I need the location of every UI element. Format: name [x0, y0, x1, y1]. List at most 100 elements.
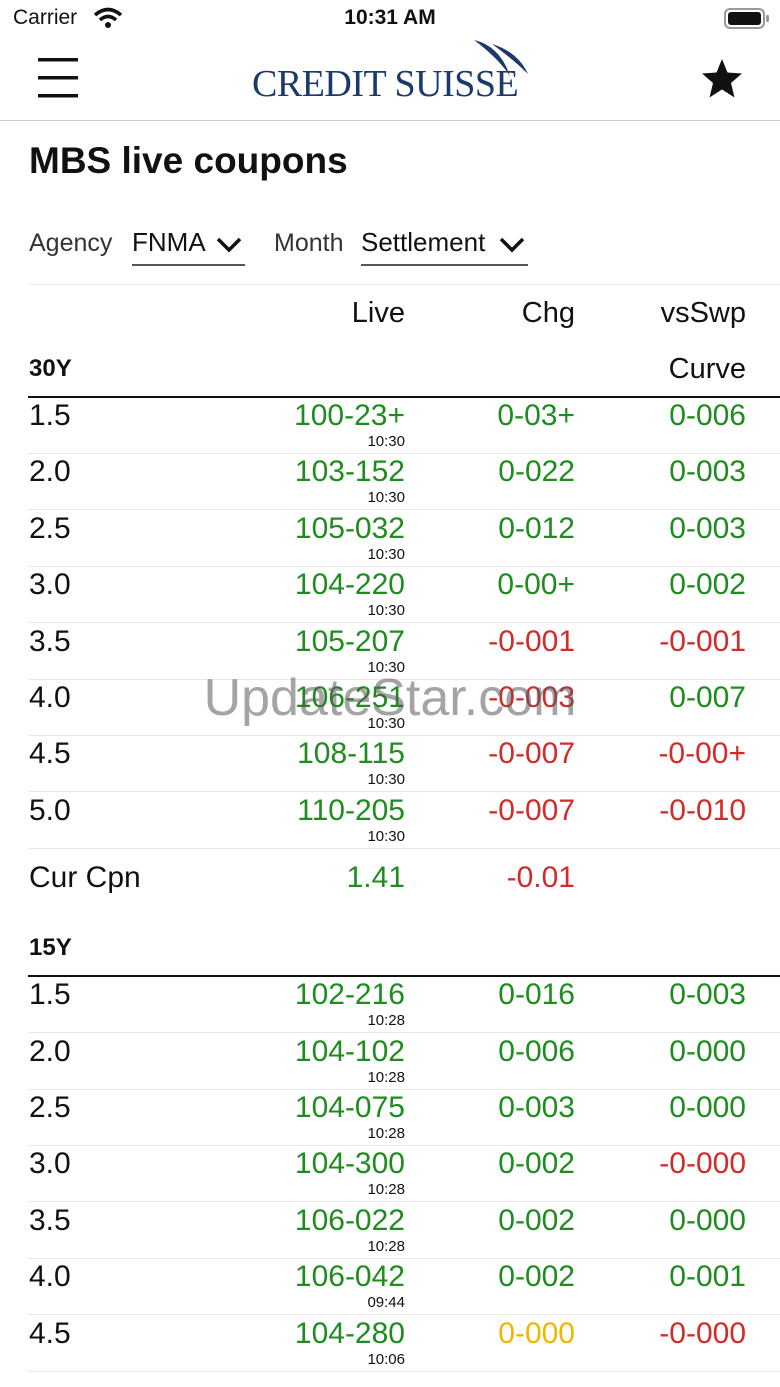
vs-swap-curve: 0-007 — [669, 681, 746, 714]
section-divider — [28, 396, 780, 398]
vs-swap-curve: 0-001 — [669, 1260, 746, 1294]
live-price: 106-042 — [294, 1260, 405, 1294]
update-time: 10:30 — [367, 715, 405, 732]
filter-divider — [28, 284, 780, 285]
update-time: 10:06 — [367, 1350, 405, 1368]
change: 0-022 — [498, 455, 575, 489]
vs-swap-curve: 0-000 — [669, 1203, 746, 1237]
chevron-icon — [216, 237, 242, 253]
carrier: Carrier — [13, 6, 78, 29]
update-time: 10:30 — [367, 771, 405, 789]
update-time: 09:44 — [367, 1294, 405, 1312]
row-divider — [28, 1257, 780, 1259]
coupon: 4.5 — [29, 1316, 71, 1350]
row-divider — [28, 509, 780, 511]
coupon: 2.0 — [29, 455, 71, 489]
chevron-icon — [499, 237, 525, 253]
favorites-button[interactable] — [700, 57, 744, 101]
wifi-icon — [93, 7, 123, 28]
live-price: 105-207 — [294, 624, 405, 658]
update-time: 10:30 — [367, 433, 405, 450]
vs-swap-curve: 0-003 — [669, 511, 746, 545]
change: 0-000 — [498, 1316, 575, 1350]
vs-swap-curve: -0-000 — [659, 1316, 746, 1350]
update-time: 10:28 — [367, 1012, 405, 1030]
row-divider — [28, 1370, 780, 1372]
live-price: 103-152 — [294, 455, 405, 489]
row-divider — [28, 453, 780, 454]
live-price: 104-300 — [294, 1147, 405, 1181]
coupon: 1.5 — [29, 978, 71, 1012]
vs-swap-curve: -0-000 — [659, 1147, 746, 1181]
coupon: 3.0 — [29, 1147, 71, 1181]
coupon: 5.0 — [29, 793, 71, 827]
row-divider — [28, 678, 780, 680]
column-header: Chg — [521, 297, 575, 329]
live-price: 110-205 — [297, 793, 405, 827]
live-price: 106-022 — [294, 1203, 405, 1237]
live-price: 108-115 — [297, 737, 405, 771]
page-title: MBS live coupons — [29, 140, 348, 181]
change: -0-001 — [488, 624, 575, 658]
coupon: 2.5 — [29, 511, 71, 545]
coupon: 3.5 — [29, 1203, 71, 1237]
vs-swap-curve: 0-000 — [669, 1091, 746, 1124]
logo: CREDIT SUISSE — [252, 63, 519, 105]
change: 0-002 — [498, 1260, 575, 1294]
battery-icon — [724, 8, 769, 29]
coupon: 2.5 — [29, 1091, 71, 1124]
dropdown-underline — [361, 264, 528, 266]
section-divider — [28, 975, 780, 978]
change: -0-007 — [488, 793, 575, 827]
update-time: 10:28 — [367, 1237, 405, 1255]
update-time: 10:30 — [367, 602, 405, 620]
coupon: 3.0 — [29, 568, 71, 602]
filter-dropdown[interactable]: FNMA — [132, 227, 206, 257]
update-time: 10:30 — [367, 545, 405, 563]
change: 0-012 — [498, 511, 575, 545]
row-divider — [28, 1032, 780, 1034]
row-divider — [28, 1201, 780, 1203]
watermark: UpdateStar.com — [203, 669, 577, 727]
live-price: 104-220 — [294, 568, 405, 602]
column-header: vsSwp — [660, 297, 746, 329]
live-price: 104-075 — [294, 1091, 405, 1124]
live-price: 102-216 — [294, 978, 405, 1012]
coupon: 4.0 — [29, 1260, 71, 1294]
coupon: 1.5 — [29, 399, 71, 432]
row-divider — [28, 1088, 780, 1090]
live-price: 105-032 — [294, 511, 405, 545]
change: 0-03+ — [497, 399, 575, 432]
section-title: 15Y — [29, 934, 72, 962]
current-coupon-live: 1.41 — [346, 861, 405, 895]
update-time: 10:28 — [367, 1068, 405, 1086]
column-header: Curve — [668, 353, 746, 385]
row-divider — [28, 847, 780, 849]
vs-swap-curve: 0-002 — [669, 568, 746, 602]
change: -0-003 — [488, 681, 575, 714]
update-time: 10:28 — [367, 1181, 405, 1199]
filter-label: Agency — [29, 229, 113, 257]
menu-button[interactable] — [36, 56, 80, 100]
coupon: 4.5 — [29, 737, 71, 771]
vs-swap-curve: 0-003 — [669, 978, 746, 1012]
row-divider — [28, 791, 780, 793]
change: 0-016 — [498, 978, 575, 1012]
update-time: 10:30 — [367, 489, 405, 507]
row-divider — [28, 1145, 780, 1146]
update-time: 10:30 — [367, 658, 405, 676]
update-time: 10:30 — [367, 827, 405, 845]
vs-swap-curve: -0-001 — [659, 624, 746, 658]
change: -0-007 — [488, 737, 575, 771]
coupon: 3.5 — [29, 624, 71, 658]
filter-dropdown[interactable]: Settlement — [361, 227, 486, 257]
change: 0-003 — [498, 1091, 575, 1124]
coupon: 4.0 — [29, 681, 71, 714]
column-header: Live — [351, 297, 405, 329]
change: 0-002 — [498, 1203, 575, 1237]
row-divider — [28, 735, 780, 736]
live-price: 100-23+ — [294, 399, 405, 432]
change: 0-002 — [498, 1147, 575, 1181]
